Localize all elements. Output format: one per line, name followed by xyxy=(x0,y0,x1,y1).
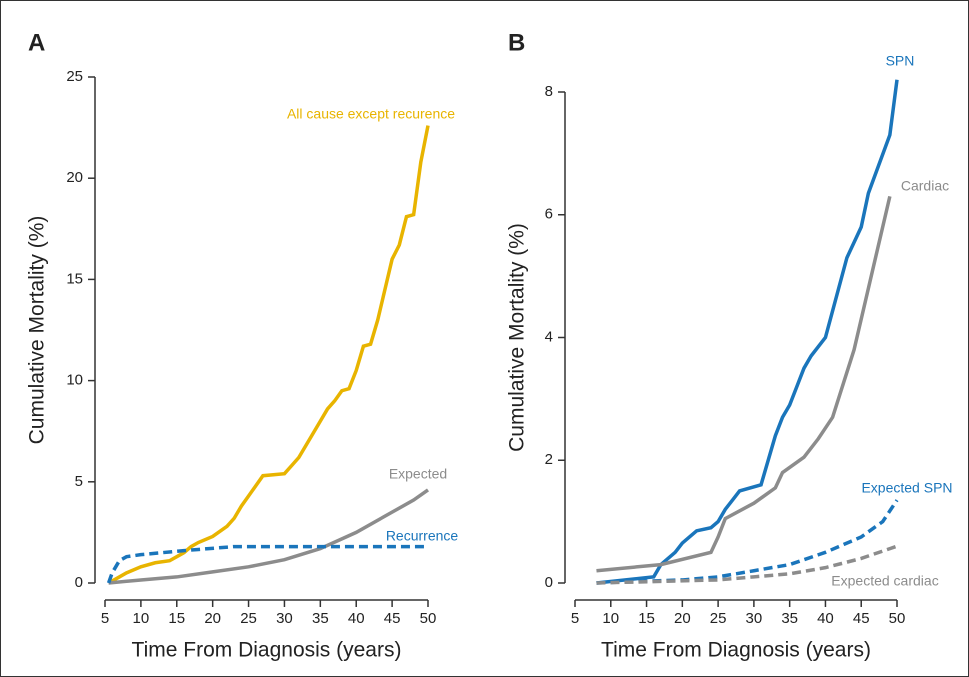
series-label: Expected cardiac xyxy=(831,573,938,589)
y-tick-label: 10 xyxy=(66,372,83,389)
series-line xyxy=(106,544,428,584)
x-tick-label: 20 xyxy=(204,610,221,627)
x-tick-label: 35 xyxy=(781,610,798,627)
x-tick-label: 25 xyxy=(240,610,257,627)
series-label: Cardiac xyxy=(901,178,949,194)
series-line xyxy=(596,499,899,585)
series-line xyxy=(596,544,898,585)
series-label: Recurrence xyxy=(386,528,459,544)
y-tick-label: 15 xyxy=(66,270,83,287)
x-tick-label: 15 xyxy=(168,610,185,627)
y-axis-label: Cumulative Mortality (%) xyxy=(26,216,49,445)
x-axis-label: Time From Diagnosis (years) xyxy=(601,639,871,662)
x-tick-label: 10 xyxy=(133,610,150,627)
series-line xyxy=(108,488,430,585)
y-tick-label: 0 xyxy=(75,574,83,591)
y-tick-label: 8 xyxy=(545,83,553,100)
x-axis-label: Time From Diagnosis (years) xyxy=(132,639,402,662)
x-tick-label: 40 xyxy=(348,610,365,627)
x-tick-label: 10 xyxy=(602,610,619,627)
x-tick-label: 45 xyxy=(853,610,870,627)
series-label: All cause except recurence xyxy=(287,106,455,122)
x-tick-label: 35 xyxy=(312,610,329,627)
y-tick-label: 0 xyxy=(545,574,553,591)
series-label: Expected xyxy=(389,466,447,482)
x-tick-label: 20 xyxy=(674,610,691,627)
y-tick-label: 5 xyxy=(75,473,83,490)
x-tick-label: 25 xyxy=(710,610,727,627)
series-label: SPN xyxy=(886,53,915,69)
series-label: Expected SPN xyxy=(861,480,952,496)
x-tick-label: 50 xyxy=(420,610,437,627)
series-line xyxy=(596,79,899,585)
panel-label: A xyxy=(28,29,45,56)
y-tick-label: 20 xyxy=(66,169,83,186)
x-tick-label: 30 xyxy=(746,610,763,627)
x-tick-label: 30 xyxy=(276,610,293,627)
x-tick-label: 5 xyxy=(571,610,579,627)
y-tick-label: 25 xyxy=(66,68,83,85)
panel-label: B xyxy=(508,29,525,56)
x-tick-label: 45 xyxy=(384,610,401,627)
y-tick-label: 6 xyxy=(545,206,553,223)
x-tick-label: 50 xyxy=(889,610,906,627)
series-line xyxy=(596,195,892,573)
x-tick-label: 5 xyxy=(101,610,109,627)
y-tick-label: 2 xyxy=(545,451,553,468)
x-tick-label: 40 xyxy=(817,610,834,627)
y-tick-label: 4 xyxy=(545,328,553,345)
y-axis-label: Cumulative Mortality (%) xyxy=(506,223,529,452)
x-tick-label: 15 xyxy=(638,610,655,627)
series-line xyxy=(107,125,430,585)
